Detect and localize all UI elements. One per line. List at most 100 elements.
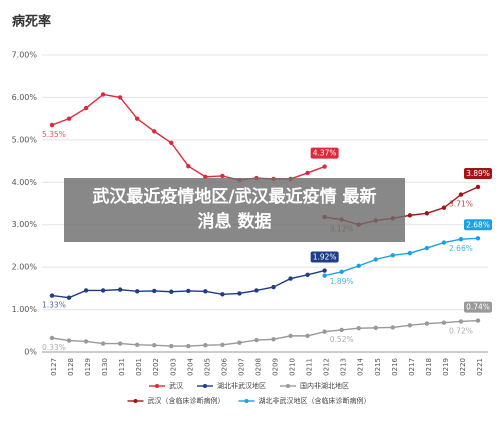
data-point [288, 276, 293, 281]
x-tick-label: 0130 [101, 358, 109, 376]
data-point [152, 343, 157, 348]
x-tick-label: 0202 [152, 358, 160, 376]
legend-label: 湖北非武汉地区（含临床诊断病例） [259, 396, 371, 405]
value-label-box [464, 167, 492, 179]
legend-swatch-dot [244, 399, 249, 403]
data-point [169, 343, 174, 349]
banner: 武汉最近疫情地区/武汉最近疫情 最新消息 数据 [64, 178, 405, 242]
data-point [254, 288, 259, 293]
data-point [475, 236, 481, 241]
x-tick-label: 0206 [220, 357, 228, 375]
legend-swatch-dot [286, 384, 290, 388]
series-line [324, 237, 479, 277]
data-point [83, 339, 89, 344]
data-point [100, 341, 106, 346]
data-point [458, 319, 464, 324]
value-label: 0.74% [466, 303, 490, 312]
x-tick-label: 0218 [425, 358, 433, 376]
data-point [117, 95, 123, 100]
data-point [322, 268, 327, 273]
data-point [390, 253, 395, 258]
x-tick-label: 0215 [374, 358, 382, 376]
data-point [458, 236, 464, 242]
data-point [305, 170, 310, 176]
data-point [49, 335, 55, 341]
value-label: 0.33% [42, 343, 66, 352]
data-point [169, 289, 174, 294]
x-tick-label: 0205 [203, 358, 211, 376]
y-tick-label: 3.00% [12, 220, 38, 229]
data-point [135, 289, 140, 294]
data-point [373, 257, 378, 262]
value-label-box [464, 301, 492, 313]
data-point [441, 240, 447, 245]
x-tick-label: 0220 [459, 358, 467, 376]
data-point [441, 205, 447, 210]
value-label: 1.92% [313, 253, 337, 262]
data-point [83, 105, 89, 111]
data-point [254, 337, 259, 343]
y-tick-label: 0% [24, 348, 37, 357]
x-tick-label: 0217 [408, 358, 416, 376]
legend-label: 武汉 [169, 381, 183, 390]
data-point [424, 245, 430, 251]
data-point [203, 174, 208, 179]
data-point [407, 323, 413, 328]
x-tick-label: 0129 [84, 358, 92, 376]
y-tick-label: 4.00% [12, 178, 38, 187]
data-point [169, 140, 174, 146]
x-tick-label: 0216 [391, 357, 399, 375]
value-label: 0.72% [449, 326, 473, 335]
value-label: 3.89% [466, 169, 490, 178]
x-tick-label: 0131 [118, 358, 126, 376]
value-label: 0.52% [330, 335, 354, 344]
x-tick-label: 0210 [289, 358, 297, 376]
y-tick-label: 1.00% [12, 305, 38, 314]
data-point [305, 272, 310, 277]
data-point [203, 289, 208, 294]
value-label: 3.71% [449, 200, 473, 209]
data-point [305, 333, 310, 339]
data-point [407, 250, 413, 256]
data-point [339, 327, 344, 333]
data-point [322, 164, 327, 169]
data-point [475, 184, 481, 190]
data-point [475, 318, 481, 323]
value-label-box [464, 219, 492, 231]
x-tick-label: 0201 [135, 358, 143, 376]
x-tick-label: 0128 [67, 358, 75, 376]
value-label: 1.33% [42, 301, 66, 310]
series-line [51, 269, 325, 299]
y-tick-label: 6.00% [12, 93, 38, 102]
data-point [49, 293, 55, 298]
data-point [322, 273, 327, 278]
data-point [66, 338, 72, 343]
data-point [117, 341, 123, 346]
data-point [424, 321, 430, 326]
value-label: 4.37% [313, 149, 337, 158]
series-line [51, 319, 479, 347]
value-label-box [310, 251, 339, 263]
data-point [407, 213, 413, 218]
y-tick-label: 7.00% [12, 51, 38, 60]
x-tick-label: 0127 [50, 358, 58, 376]
legend-swatch-dot [133, 399, 138, 403]
data-point [458, 192, 464, 197]
data-point [152, 129, 157, 134]
x-tick-label: 0213 [340, 358, 348, 376]
x-tick-label: 0204 [186, 357, 194, 375]
data-point [237, 291, 242, 296]
x-tick-label: 0214 [357, 357, 365, 375]
data-point [186, 343, 191, 349]
x-tick-label: 0207 [237, 358, 245, 376]
x-tick-label: 0221 [476, 358, 484, 376]
data-point [322, 329, 327, 334]
data-point [186, 288, 191, 294]
y-tick-label: 2.00% [12, 263, 38, 272]
data-point [220, 173, 225, 179]
x-tick-label: 0211 [306, 358, 314, 376]
data-point [356, 326, 361, 331]
data-point [49, 122, 55, 128]
value-label-box [310, 147, 339, 159]
data-point [135, 342, 140, 347]
